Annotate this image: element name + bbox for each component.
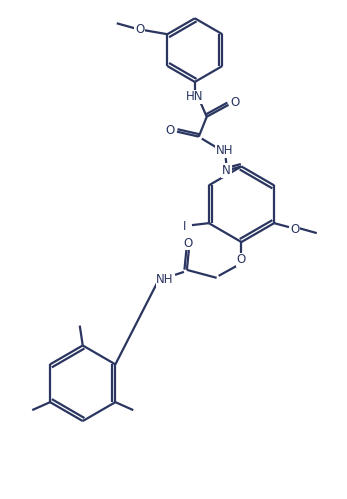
Text: O: O <box>230 96 239 109</box>
Text: O: O <box>166 124 175 137</box>
Text: N: N <box>222 164 231 177</box>
Text: O: O <box>183 237 193 250</box>
Text: NH: NH <box>156 273 174 286</box>
Text: O: O <box>135 23 144 36</box>
Text: NH: NH <box>216 144 233 157</box>
Text: I: I <box>183 220 187 233</box>
Text: HN: HN <box>186 90 204 103</box>
Text: O: O <box>237 253 246 266</box>
Text: O: O <box>290 223 299 236</box>
